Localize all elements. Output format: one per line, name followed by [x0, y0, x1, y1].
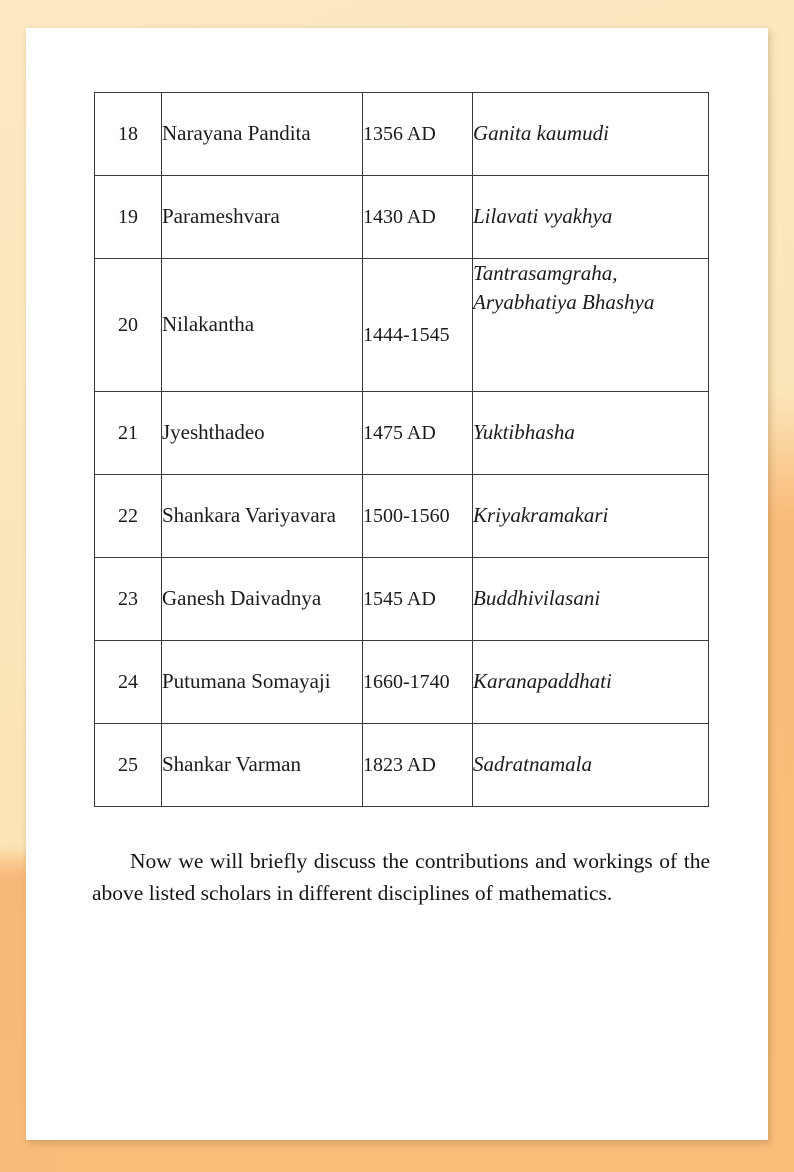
body-paragraph: Now we will briefly discuss the contribu… [92, 848, 710, 906]
cell-work: Tantrasamgraha, Aryabhatiya Bhashya [472, 258, 709, 392]
cell-scholar: Narayana Pandita [161, 92, 363, 176]
cell-work: Lilavati vyakhya [472, 175, 709, 259]
cell-scholar: Parameshvara [161, 175, 363, 259]
cell-period: 1823 AD [362, 723, 473, 807]
table-row: 21 Jyeshthadeo 1475 AD Yuktibhasha [94, 391, 709, 475]
cell-period: 1500-1560 [362, 474, 473, 558]
cell-work: Kriyakramakari [472, 474, 709, 558]
cell-work: Yuktibhasha [472, 391, 709, 475]
cell-scholar: Shankar Varman [161, 723, 363, 807]
cell-scholar: Jyeshthadeo [161, 391, 363, 475]
table-row: 19 Parameshvara 1430 AD Lilavati vyakhya [94, 175, 709, 259]
document-page: 18 Narayana Pandita 1356 AD Ganita kaumu… [26, 28, 768, 1140]
scholars-table: 18 Narayana Pandita 1356 AD Ganita kaumu… [94, 92, 709, 807]
table-row: 20 Nilakantha 1444-1545 Tantrasamgraha, … [94, 258, 709, 392]
table-row: 22 Shankara Variyavara 1500-1560 Kriyakr… [94, 474, 709, 558]
cell-number: 25 [94, 723, 162, 807]
table-body: 18 Narayana Pandita 1356 AD Ganita kaumu… [94, 92, 709, 807]
cell-work: Buddhivilasani [472, 557, 709, 641]
cell-period: 1356 AD [362, 92, 473, 176]
cell-period: 1545 AD [362, 557, 473, 641]
table-row: 24 Putumana Somayaji 1660-1740 Karanapad… [94, 640, 709, 724]
cell-scholar: Nilakantha [161, 258, 363, 392]
cell-scholar: Shankara Variyavara [161, 474, 363, 558]
cell-period: 1430 AD [362, 175, 473, 259]
table-row: 23 Ganesh Daivadnya 1545 AD Buddhivilasa… [94, 557, 709, 641]
cell-number: 21 [94, 391, 162, 475]
cell-work: Sadratnamala [472, 723, 709, 807]
cell-number: 19 [94, 175, 162, 259]
cell-number: 22 [94, 474, 162, 558]
cell-number: 20 [94, 258, 162, 392]
cell-number: 18 [94, 92, 162, 176]
cell-number: 24 [94, 640, 162, 724]
cell-scholar: Putumana Somayaji [161, 640, 363, 724]
cell-period: 1660-1740 [362, 640, 473, 724]
cell-work: Karanapaddhati [472, 640, 709, 724]
cell-scholar: Ganesh Daivadnya [161, 557, 363, 641]
page-content-area: 18 Narayana Pandita 1356 AD Ganita kaumu… [26, 28, 768, 1140]
cell-period: 1475 AD [362, 391, 473, 475]
cell-work: Ganita kaumudi [472, 92, 709, 176]
table-row: 18 Narayana Pandita 1356 AD Ganita kaumu… [94, 92, 709, 176]
cell-number: 23 [94, 557, 162, 641]
cell-period: 1444-1545 [362, 258, 473, 392]
table-row: 25 Shankar Varman 1823 AD Sadratnamala [94, 723, 709, 807]
